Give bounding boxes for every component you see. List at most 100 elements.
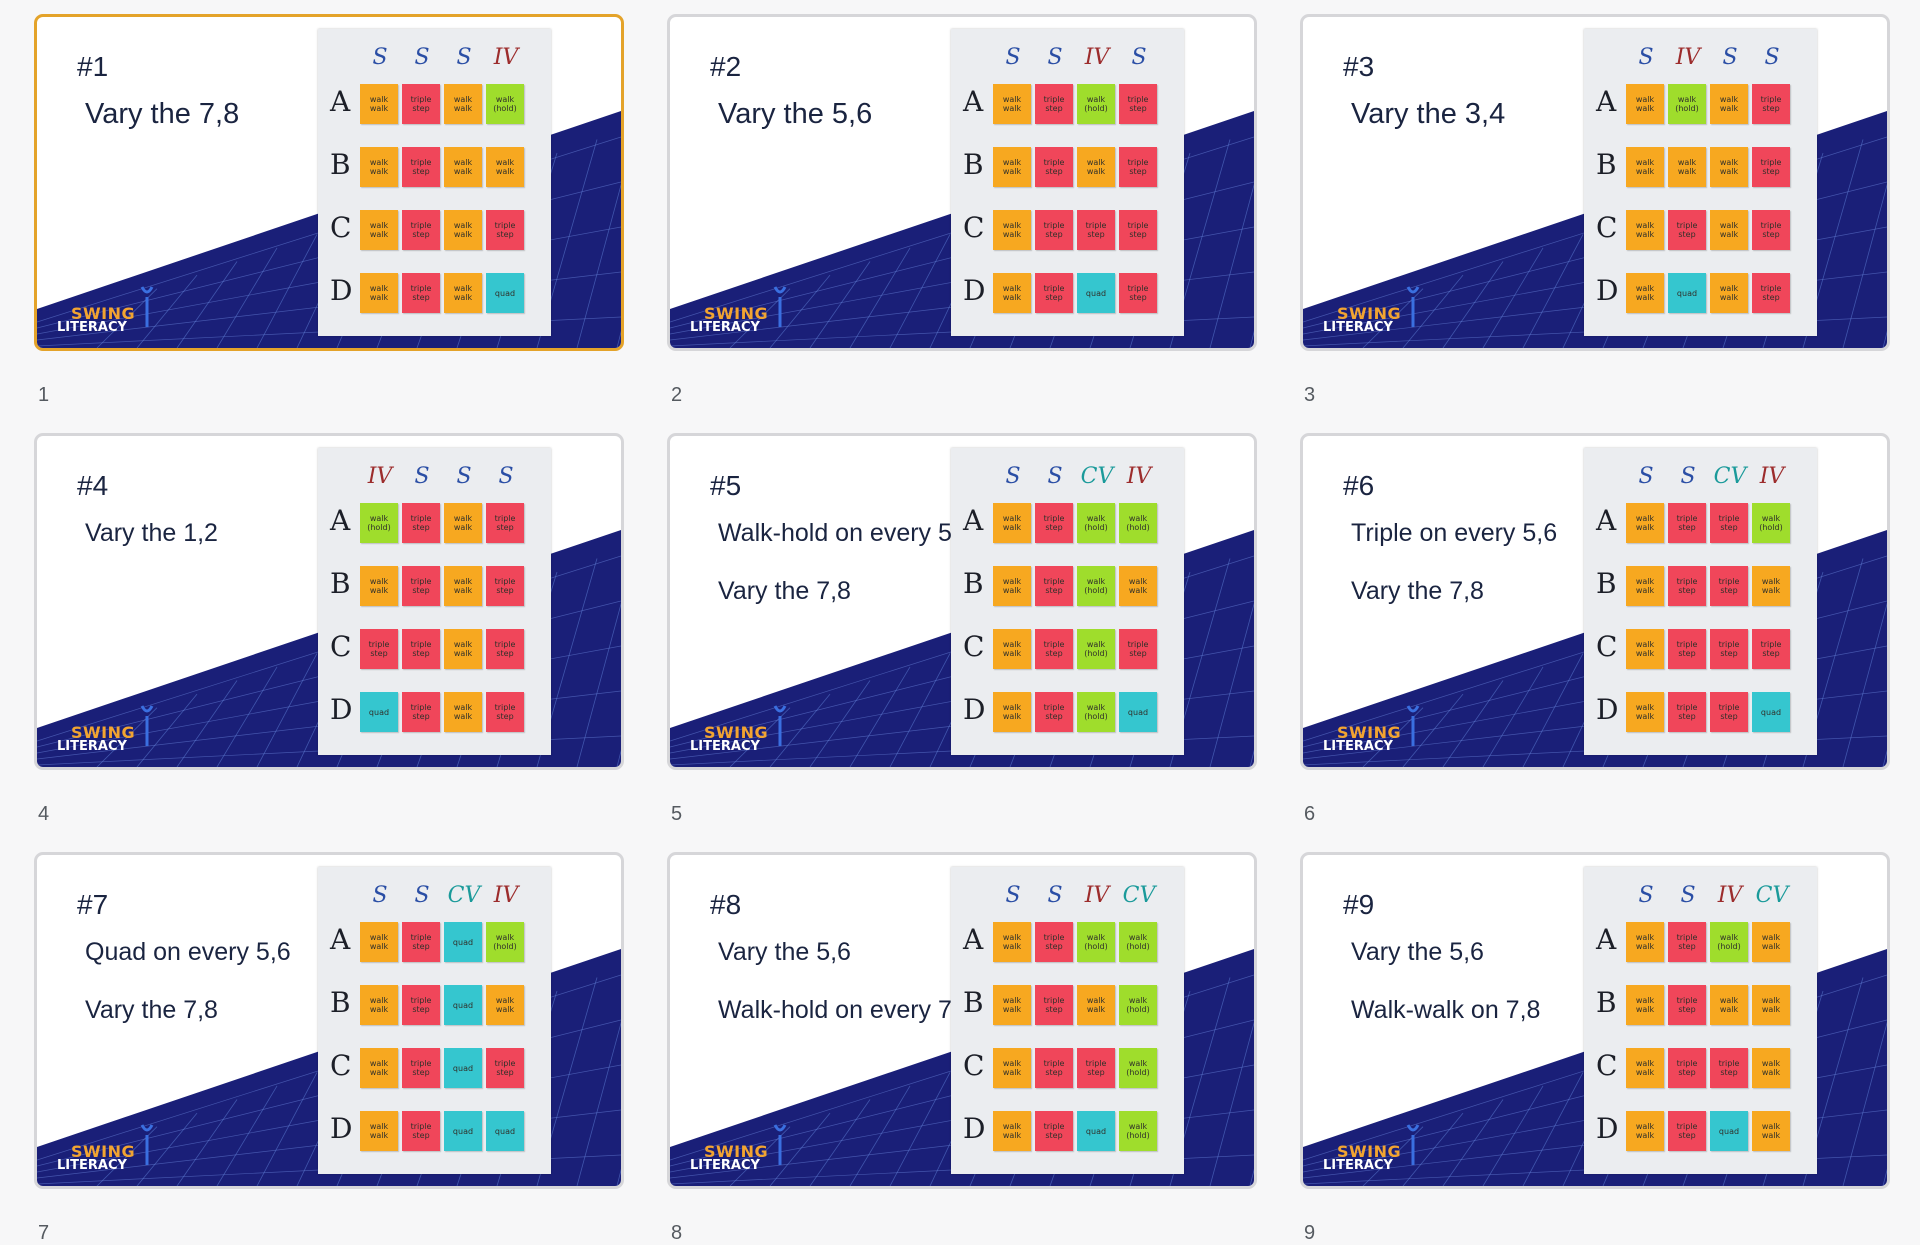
- sticky-note-walk: walk walk: [993, 147, 1031, 187]
- row-header: C: [330, 211, 352, 244]
- sticky-note-triple: triple step: [1710, 503, 1748, 543]
- logo-swing-text: SWING: [704, 723, 769, 742]
- slide-text: Triple on every 5,6 Vary the 7,8: [1351, 518, 1621, 634]
- swing-logo-icon: [1406, 705, 1420, 746]
- sticky-note-walk: walk walk: [1626, 692, 1664, 732]
- sticky-note-walk: walk walk: [1626, 84, 1664, 124]
- sticky-note-walk: walk walk: [444, 84, 482, 124]
- column-header: S: [1638, 883, 1654, 908]
- sticky-note-quad: quad: [444, 1111, 482, 1151]
- sticky-note-quad: quad: [486, 1111, 524, 1151]
- slide-number: #3: [1343, 51, 1375, 82]
- sticky-note-walk: walk walk: [360, 273, 398, 313]
- column-header: S: [1047, 464, 1063, 489]
- slide-caption: 1: [38, 384, 50, 406]
- sticky-note-triple: triple step: [486, 210, 524, 250]
- column-header: S: [414, 45, 430, 70]
- sticky-note-triple: triple step: [1752, 210, 1790, 250]
- column-header: S: [456, 464, 472, 489]
- logo-literacy-text: LITERACY: [690, 320, 760, 335]
- sticky-note-walk: walk walk: [1752, 1048, 1790, 1088]
- sticky-note-walkhold: walk (hold): [486, 84, 524, 124]
- sticky-note-walk: walk walk: [993, 922, 1031, 962]
- column-header: IV: [1675, 45, 1701, 70]
- sticky-note-walkhold: walk (hold): [1119, 503, 1157, 543]
- sticky-note-walk: walk walk: [1626, 566, 1664, 606]
- slide-thumbnail[interactable]: #8 Vary the 5,6 Walk-hold on every 7,8 S S IV…: [667, 852, 1257, 1244]
- sticky-note-walk: walk walk: [444, 147, 482, 187]
- sticky-note-walkhold: walk (hold): [1077, 692, 1115, 732]
- slide-text: Walk-hold on every 5,6 Vary the 7,8: [718, 518, 988, 634]
- sticky-note-triple: triple step: [402, 566, 440, 606]
- sticky-note-triple: triple step: [1668, 503, 1706, 543]
- logo-swing-text: SWING: [1337, 1142, 1402, 1161]
- slide-preview[interactable]: #5 Walk-hold on every 5,6 Vary the 7,8 S S CV…: [667, 433, 1257, 770]
- slide-thumbnail[interactable]: #5 Walk-hold on every 5,6 Vary the 7,8 S S CV…: [667, 433, 1257, 825]
- sticky-note-triple: triple step: [1035, 503, 1073, 543]
- column-header: S: [1638, 464, 1654, 489]
- row-header: B: [1596, 148, 1617, 181]
- sticky-note-walk: walk walk: [1710, 84, 1748, 124]
- slide-number: #8: [710, 889, 742, 920]
- row-header: C: [1596, 211, 1618, 244]
- logo-swing-text: SWING: [704, 1142, 769, 1161]
- row-header: D: [330, 1112, 353, 1145]
- sticky-note-triple: triple step: [1035, 210, 1073, 250]
- sticky-note-quad: quad: [1077, 273, 1115, 313]
- sticky-note-walk: walk walk: [360, 147, 398, 187]
- logo-swing-text: SWING: [71, 1142, 136, 1161]
- row-header: A: [963, 85, 984, 118]
- sticky-note-walk: walk walk: [360, 1048, 398, 1088]
- sticky-note-walk: walk walk: [1626, 629, 1664, 669]
- row-header: A: [330, 85, 351, 118]
- swing-logo-icon: [140, 286, 154, 327]
- column-header: S: [498, 464, 514, 489]
- row-header: A: [963, 504, 984, 537]
- slide-text: Vary the 3,4: [1351, 99, 1621, 157]
- sticky-note-triple: triple step: [486, 1048, 524, 1088]
- slide-number: #6: [1343, 470, 1375, 501]
- slide-preview[interactable]: #8 Vary the 5,6 Walk-hold on every 7,8 S S IV…: [667, 852, 1257, 1189]
- sticky-note-triple: triple step: [1119, 210, 1157, 250]
- row-header: B: [963, 148, 984, 181]
- sticky-note-triple: triple step: [1035, 985, 1073, 1025]
- sticky-note-walk: walk walk: [444, 692, 482, 732]
- column-header: S: [1680, 883, 1696, 908]
- column-header: S: [1764, 45, 1780, 70]
- sticky-note-walk: walk walk: [1626, 210, 1664, 250]
- sticky-note-walkhold: walk (hold): [1119, 922, 1157, 962]
- sticky-note-walk: walk walk: [1710, 210, 1748, 250]
- column-header: IV: [1759, 464, 1785, 489]
- slide-text-line: Vary the 7,8: [1351, 577, 1484, 605]
- sticky-note-walk: walk walk: [1710, 985, 1748, 1025]
- slide-preview[interactable]: #6 Triple on every 5,6 Vary the 7,8 S S CV IV A…: [1300, 433, 1890, 770]
- slide-text-line: Vary the 5,6: [718, 938, 851, 966]
- sticky-note-triple: triple step: [1668, 922, 1706, 962]
- slide-thumbnail[interactable]: #6 Triple on every 5,6 Vary the 7,8 S S CV IV A…: [1300, 433, 1890, 825]
- sticky-note-walk: walk walk: [1077, 147, 1115, 187]
- sticky-note-walk: walk walk: [360, 985, 398, 1025]
- column-header: CV: [447, 883, 481, 908]
- sticky-note-triple: triple step: [402, 922, 440, 962]
- sticky-note-walk: walk walk: [1626, 503, 1664, 543]
- row-header: D: [1596, 274, 1619, 307]
- swing-logo-icon: [140, 705, 154, 746]
- sticky-note-walkhold: walk (hold): [1077, 566, 1115, 606]
- swing-logo-icon: [140, 1124, 154, 1165]
- row-header: C: [330, 630, 352, 663]
- swing-logo-icon: [773, 286, 787, 327]
